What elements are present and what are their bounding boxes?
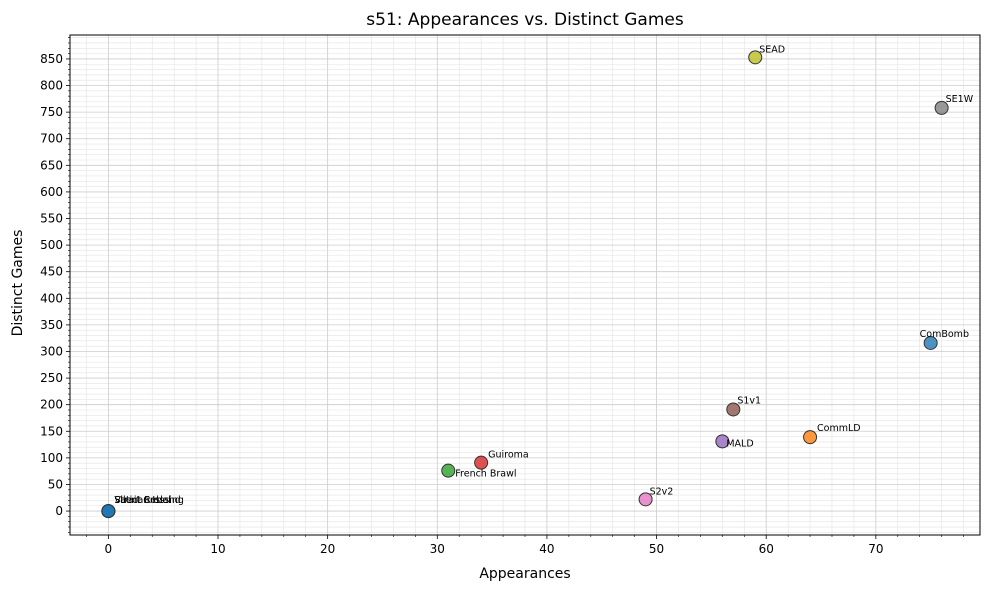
chart-title: s51: Appearances vs. Distinct Games (366, 10, 684, 30)
x-tick-label: 60 (759, 542, 774, 556)
y-tick-label: 50 (48, 477, 63, 491)
y-tick-label: 750 (40, 105, 63, 119)
y-tick-label: 500 (40, 238, 63, 252)
data-point (474, 455, 489, 470)
y-tick-label: 650 (40, 158, 63, 172)
point-label: French Brawl (455, 469, 516, 480)
y-tick-label: 0 (55, 504, 63, 518)
point-label: SEAD (759, 44, 785, 55)
y-tick-label: 450 (40, 265, 63, 279)
data-point (803, 430, 818, 445)
y-tick-label: 300 (40, 344, 63, 358)
grid (70, 35, 980, 535)
y-tick-label: 150 (40, 424, 63, 438)
x-tick-label: 50 (649, 542, 664, 556)
x-tick-label: 30 (430, 542, 445, 556)
point-label: Guiroma (488, 450, 529, 461)
y-tick-label: 700 (40, 132, 63, 146)
point-label: Vatican Island (114, 495, 180, 506)
y-tick-label: 200 (40, 398, 63, 412)
point-label: S2v2 (650, 486, 674, 497)
y-tick-label: 100 (40, 451, 63, 465)
y-tick-label: 400 (40, 291, 63, 305)
data-point (715, 434, 730, 449)
point-label: SE1W (946, 94, 974, 105)
data-point (923, 335, 938, 350)
x-tick-label: 20 (320, 542, 335, 556)
data-point (934, 100, 949, 115)
axis-ticks: 0 10 20 30 40 50 60 700501001502002503003504004… (40, 37, 964, 556)
point-label: CommLD (817, 423, 861, 434)
y-tick-label: 550 (40, 212, 63, 226)
x-tick-label: 70 (868, 542, 883, 556)
point-label: MALD (726, 438, 753, 449)
x-axis-title: Appearances (479, 566, 570, 582)
y-tick-label: 850 (40, 52, 63, 66)
x-tick-label: 0 (105, 542, 113, 556)
data-points (101, 50, 949, 519)
point-label: ComBomb (920, 329, 969, 340)
y-tick-label: 250 (40, 371, 63, 385)
y-axis-title: Distinct Games (10, 230, 26, 337)
data-point (638, 492, 653, 507)
data-point (101, 504, 116, 519)
y-tick-label: 600 (40, 185, 63, 199)
y-tick-label: 800 (40, 79, 63, 93)
point-label: Silent Rebel (114, 495, 170, 506)
data-point (726, 402, 741, 417)
y-tick-label: 350 (40, 318, 63, 332)
data-point (441, 463, 456, 478)
point-label: S1v1 (737, 395, 761, 406)
x-tick-label: 40 (539, 542, 554, 556)
data-point (748, 50, 763, 65)
x-tick-label: 10 (210, 542, 225, 556)
point-label: Strait Crossing (114, 495, 184, 506)
